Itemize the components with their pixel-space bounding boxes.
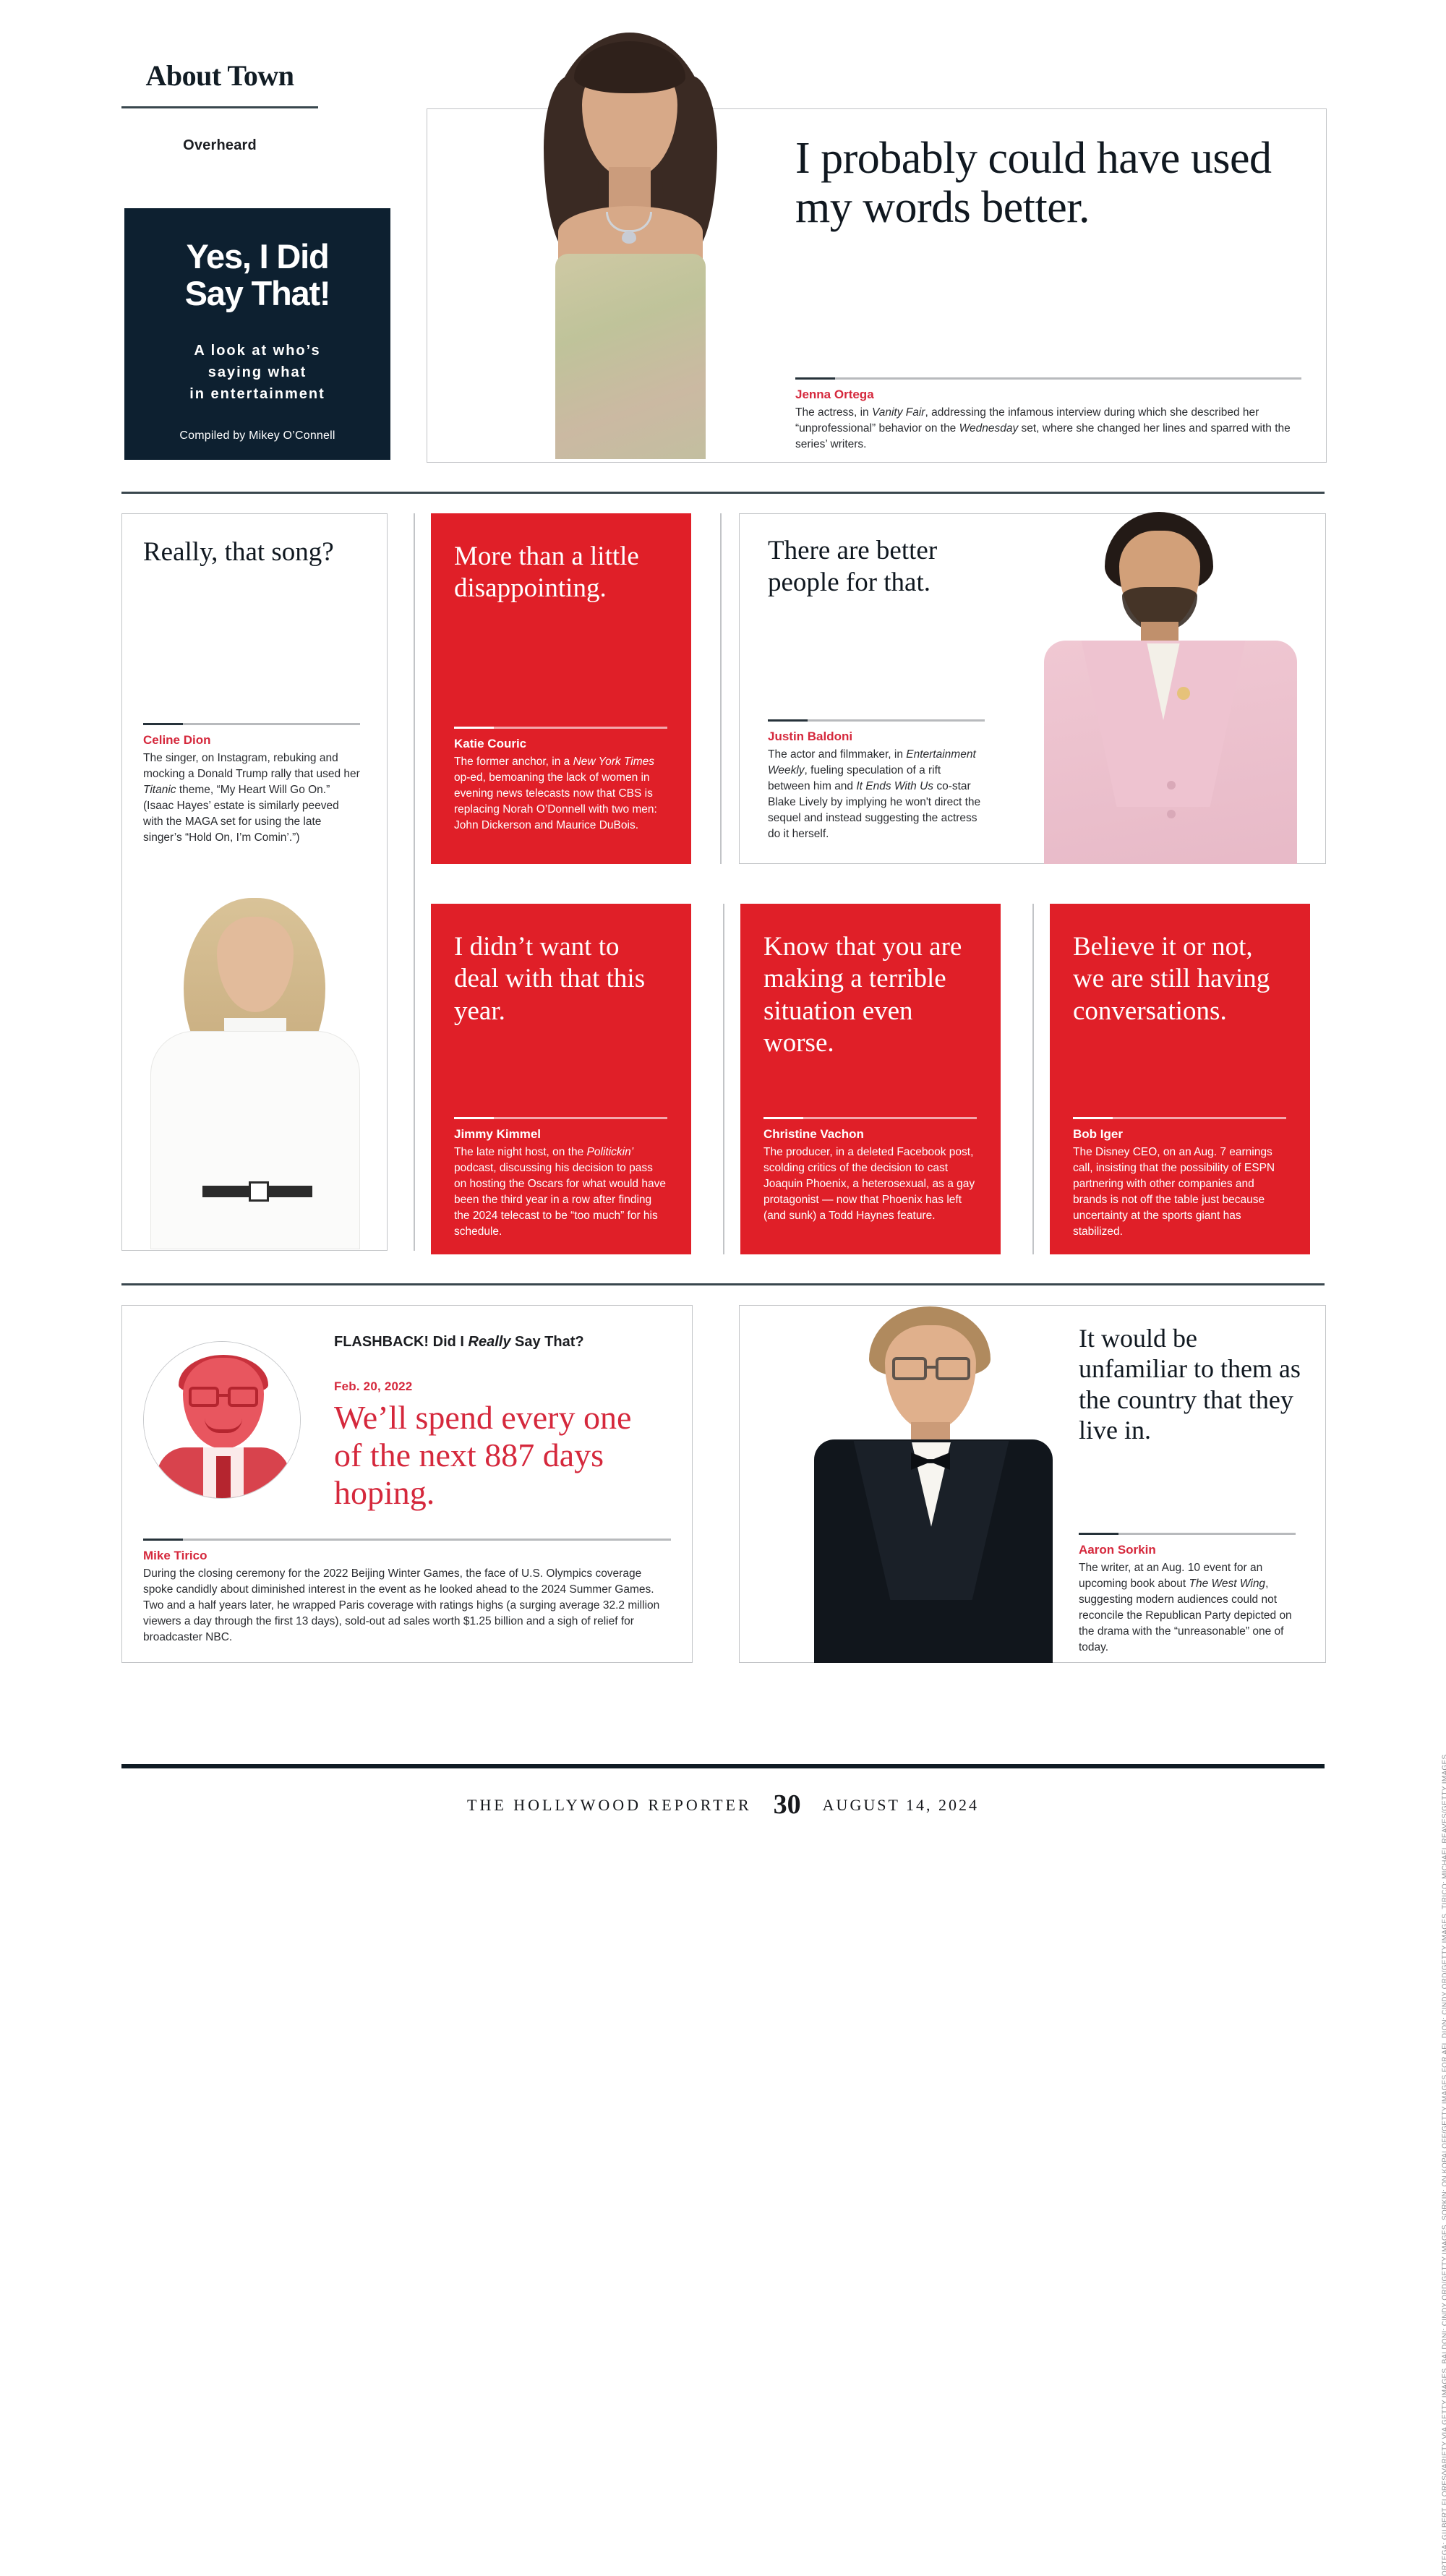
masthead-divider <box>121 106 318 108</box>
attribution-body: Christine Vachon The producer, in a dele… <box>763 1126 977 1224</box>
attribution-body: Jenna Ortega The actress, in Vanity Fair… <box>795 386 1301 453</box>
speaker-name: Katie Couric <box>454 737 527 750</box>
quote-panel-baldoni <box>739 513 1326 864</box>
attribution-rule <box>454 727 667 729</box>
column-separator <box>1032 904 1034 1254</box>
footer-rule <box>121 1764 1325 1768</box>
attribution-body: Aaron Sorkin The writer, at an Aug. 10 e… <box>1079 1541 1296 1656</box>
attribution-text: The former anchor, in a New York Times o… <box>454 756 657 832</box>
page-footer: THE HOLLYWOOD REPORTER 30 AUGUST 14, 202… <box>0 1786 1446 1820</box>
attribution-tirico: Mike Tirico During the closing ceremony … <box>143 1539 671 1646</box>
attribution-text: The singer, on Instagram, rebuking and m… <box>143 752 360 844</box>
baldoni-photo <box>1012 506 1323 864</box>
speaker-name: Mike Tirico <box>143 1549 208 1562</box>
quote-text-sorkin: It would be unfamiliar to them as the co… <box>1079 1324 1301 1445</box>
attribution-rule <box>795 377 1301 380</box>
attribution-rule <box>454 1117 667 1119</box>
attribution-body: Jimmy Kimmel The late night host, on the… <box>454 1126 667 1240</box>
quote-text-kimmel: I didn’t want to deal with that this yea… <box>454 932 646 1026</box>
promo-box: Yes, I Did Say That! A look at who’s say… <box>124 208 390 460</box>
quote-panel-kimmel: I didn’t want to deal with that this yea… <box>431 904 691 1254</box>
attribution-rule <box>763 1117 977 1119</box>
column-separator <box>723 904 724 1254</box>
section-divider-2 <box>121 1283 1325 1285</box>
attribution-text: The writer, at an Aug. 10 event for an u… <box>1079 1562 1292 1654</box>
attribution-kimmel: Jimmy Kimmel The late night host, on the… <box>454 1117 667 1240</box>
quote-text-ortega: I probably could have used my words bett… <box>795 134 1272 233</box>
section-divider-1 <box>121 492 1325 494</box>
sorkin-photo <box>788 1298 1084 1663</box>
attribution-text: During the closing ceremony for the 2022… <box>143 1567 660 1644</box>
ortega-photo <box>510 25 749 459</box>
quote-text-baldoni: There are better people for that. <box>768 536 938 598</box>
attribution-body: Justin Baldoni The actor and filmmaker, … <box>768 728 985 842</box>
attribution-text: The Disney CEO, on an Aug. 7 earnings ca… <box>1073 1146 1275 1238</box>
dion-photo <box>121 882 388 1249</box>
attribution-dion: Celine Dion The singer, on Instagram, re… <box>143 723 360 846</box>
flashback-quote: We’ll spend every one of the next 887 da… <box>334 1399 632 1511</box>
speaker-name: Christine Vachon <box>763 1127 864 1141</box>
attribution-rule <box>768 719 985 722</box>
attribution-text: The actress, in Vanity Fair, addressing … <box>795 406 1291 451</box>
speaker-name: Jimmy Kimmel <box>454 1127 541 1141</box>
quote-panel-ortega <box>427 108 1327 463</box>
attribution-baldoni: Justin Baldoni The actor and filmmaker, … <box>768 719 985 842</box>
speaker-name: Jenna Ortega <box>795 388 874 401</box>
magazine-page: About Town Overheard Yes, I Did Say That… <box>0 25 1446 2576</box>
flashback-panel <box>121 1305 693 1663</box>
attribution-body: Mike Tirico During the closing ceremony … <box>143 1547 671 1646</box>
footer-publication: THE HOLLYWOOD REPORTER <box>467 1796 752 1814</box>
attribution-ortega: Jenna Ortega The actress, in Vanity Fair… <box>795 377 1301 453</box>
attribution-rule <box>1079 1533 1296 1535</box>
page-title: About Town <box>145 59 294 92</box>
attribution-rule <box>143 1539 671 1541</box>
attribution-text: The late night host, on the Politickin’ … <box>454 1146 666 1238</box>
photo-credits: ORTEGA: GILBERT FLORES/VARIETY VIA GETTY… <box>1442 1754 1446 2576</box>
quote-text-dion: Really, that song? <box>143 537 334 567</box>
attribution-body: Bob Iger The Disney CEO, on an Aug. 7 ea… <box>1073 1126 1286 1240</box>
attribution-text: The producer, in a deleted Facebook post… <box>763 1146 975 1223</box>
quote-text-iger: Believe it or not, we are still having c… <box>1073 932 1270 1026</box>
quote-panel-dion <box>121 513 388 1251</box>
quote-panel-couric: More than a little disappointing. <box>431 513 691 864</box>
flashback-date: Feb. 20, 2022 <box>334 1379 413 1393</box>
attribution-iger: Bob Iger The Disney CEO, on an Aug. 7 ea… <box>1073 1117 1286 1240</box>
speaker-name: Bob Iger <box>1073 1127 1123 1141</box>
attribution-body: Katie Couric The former anchor, in a New… <box>454 735 667 834</box>
footer-page-number: 30 <box>773 1789 801 1820</box>
quote-panel-vachon: Know that you are making a terrible situ… <box>740 904 1001 1254</box>
attribution-rule <box>1073 1117 1286 1119</box>
promo-subtitle: A look at who’s saying what in entertain… <box>143 340 372 405</box>
attribution-sorkin: Aaron Sorkin The writer, at an Aug. 10 e… <box>1079 1533 1296 1656</box>
column-separator <box>414 513 415 1251</box>
attribution-couric: Katie Couric The former anchor, in a New… <box>454 727 667 834</box>
attribution-rule <box>143 723 360 725</box>
flashback-label: FLASHBACK! Did I Really Say That? <box>334 1334 584 1350</box>
promo-title-line1: Yes, I Did <box>186 237 330 275</box>
promo-credit: Compiled by Mikey O’Connell <box>179 429 335 442</box>
section-label: Overheard <box>183 137 257 153</box>
column-separator <box>720 513 722 864</box>
promo-subtitle-line1: A look at who’s <box>194 342 321 359</box>
masthead: About Town Overheard <box>121 61 318 154</box>
attribution-text: The actor and filmmaker, in Entertainmen… <box>768 748 981 841</box>
speaker-name: Aaron Sorkin <box>1079 1543 1156 1557</box>
promo-title: Yes, I Did Say That! <box>143 237 372 312</box>
tirico-photo <box>143 1341 301 1499</box>
promo-subtitle-line2: saying what <box>208 364 307 380</box>
speaker-name: Celine Dion <box>143 733 211 747</box>
speaker-name: Justin Baldoni <box>768 729 853 743</box>
promo-subtitle-line3: in entertainment <box>189 385 325 402</box>
quote-text-vachon: Know that you are making a terrible situ… <box>763 932 962 1058</box>
attribution-body: Celine Dion The singer, on Instagram, re… <box>143 732 360 846</box>
footer-issue-date: AUGUST 14, 2024 <box>822 1796 979 1814</box>
attribution-vachon: Christine Vachon The producer, in a dele… <box>763 1117 977 1224</box>
quote-text-couric: More than a little disappointing. <box>454 542 639 604</box>
promo-title-line2: Say That! <box>184 273 331 312</box>
quote-panel-iger: Believe it or not, we are still having c… <box>1050 904 1310 1254</box>
